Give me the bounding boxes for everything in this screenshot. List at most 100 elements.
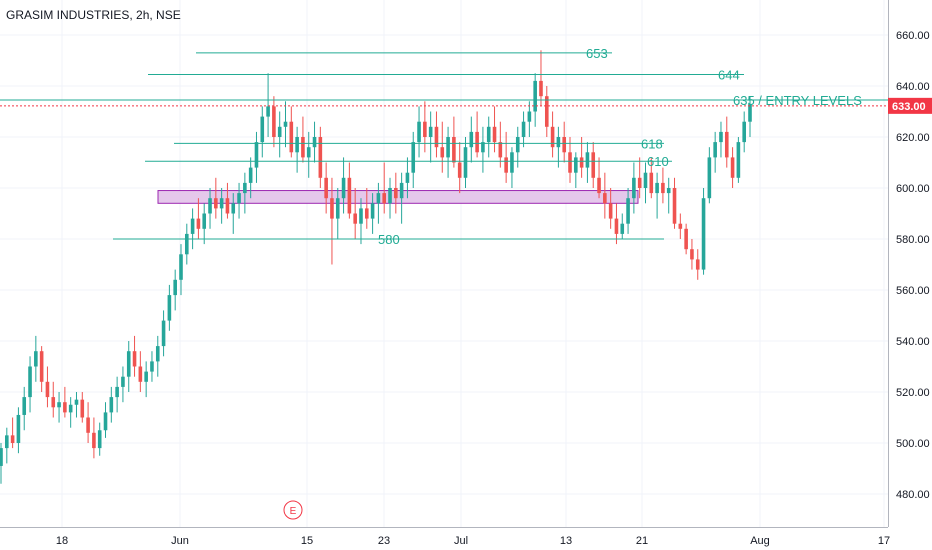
candle-body — [475, 131, 479, 153]
y-tick-label: 480.00 — [896, 489, 930, 501]
candle — [428, 111, 433, 163]
candle — [481, 126, 485, 173]
candle-body — [614, 218, 619, 234]
candle-body — [469, 131, 474, 148]
earnings-event-circle[interactable] — [283, 500, 303, 520]
candle-body — [661, 182, 665, 194]
candle-body — [713, 142, 717, 158]
candle-body — [684, 228, 688, 250]
candle-body — [405, 172, 410, 183]
candle-body — [579, 157, 584, 168]
y-tick-label: 500.00 — [896, 438, 930, 450]
candle-body — [666, 188, 671, 194]
level-label: 610 — [647, 154, 669, 169]
candle-body — [620, 223, 625, 234]
candle — [376, 182, 381, 224]
candle — [591, 142, 596, 188]
candle-body — [341, 177, 346, 199]
candle — [649, 157, 654, 199]
candle — [219, 188, 224, 224]
level-653: 653 — [196, 46, 612, 61]
candle — [179, 244, 183, 296]
candle-body — [423, 121, 427, 137]
candle — [521, 111, 526, 148]
candle-body — [608, 203, 613, 219]
candle — [57, 392, 61, 423]
candle-body — [544, 96, 549, 127]
candle — [254, 131, 259, 183]
candle-body — [196, 218, 201, 229]
candle — [614, 203, 619, 245]
candle-body — [527, 111, 532, 122]
candle — [370, 193, 375, 234]
candle-body — [748, 103, 752, 122]
candle — [28, 356, 32, 413]
candle — [724, 116, 729, 168]
candle-body — [486, 126, 491, 143]
candle-body — [225, 198, 230, 214]
x-tick-label: 21 — [636, 535, 648, 547]
candle — [394, 172, 398, 214]
candle-body — [277, 126, 282, 137]
candle — [678, 213, 683, 239]
candle-body — [492, 126, 497, 143]
candle-body — [330, 198, 334, 219]
candle-body — [115, 386, 119, 398]
candle — [498, 121, 503, 168]
candle — [684, 223, 688, 255]
candle-body — [63, 402, 67, 413]
candle — [324, 162, 328, 214]
candle-body — [289, 121, 294, 153]
candle — [138, 351, 143, 392]
candle-body — [109, 397, 114, 413]
candle-body — [97, 430, 102, 449]
candle-body — [428, 126, 433, 137]
level-644: 644 — [148, 68, 744, 83]
candle — [68, 397, 73, 428]
candle-body — [272, 106, 276, 137]
candle-body — [10, 435, 15, 443]
candle-body — [742, 121, 746, 143]
candle-body — [574, 157, 578, 173]
candle-body — [260, 116, 265, 143]
candle — [695, 249, 700, 280]
candle-body — [243, 182, 247, 194]
candle — [597, 157, 601, 199]
candle — [405, 157, 410, 199]
candle-body — [283, 121, 288, 127]
candle-body — [562, 137, 567, 153]
candle-body — [22, 397, 27, 415]
candle — [475, 111, 479, 158]
candle-body — [364, 208, 369, 219]
candle-body — [237, 193, 241, 204]
candle — [155, 335, 160, 377]
candle — [289, 106, 294, 158]
candle-body — [266, 106, 270, 117]
candle — [63, 386, 67, 418]
candle-body — [550, 126, 555, 148]
earnings-event-marker[interactable]: E — [283, 500, 303, 520]
candle-body — [388, 188, 392, 204]
level-label: 580 — [378, 232, 400, 247]
candle-body — [254, 142, 259, 168]
candle-body — [155, 346, 160, 362]
candle — [51, 381, 56, 418]
y-tick-label: 620.00 — [896, 132, 930, 144]
candle — [16, 407, 21, 454]
candle-body — [626, 198, 630, 224]
candle — [655, 172, 659, 219]
candle — [707, 147, 712, 204]
candle-body — [335, 198, 340, 219]
candle-body — [521, 121, 526, 137]
candle — [574, 152, 578, 188]
candle — [39, 346, 44, 392]
candle-body — [184, 233, 189, 255]
candle — [243, 172, 247, 214]
candle-body — [74, 399, 79, 405]
price-axis[interactable]: 480.00 500.00 520.00 540.00 560.00 580.00 600.… — [888, 0, 930, 527]
candle-body — [138, 366, 143, 382]
candle-body — [510, 152, 514, 173]
time-axis[interactable]: 18 Jun 15 23 Jul 13 21 Aug 17 — [0, 527, 890, 548]
candle-body — [39, 351, 44, 382]
